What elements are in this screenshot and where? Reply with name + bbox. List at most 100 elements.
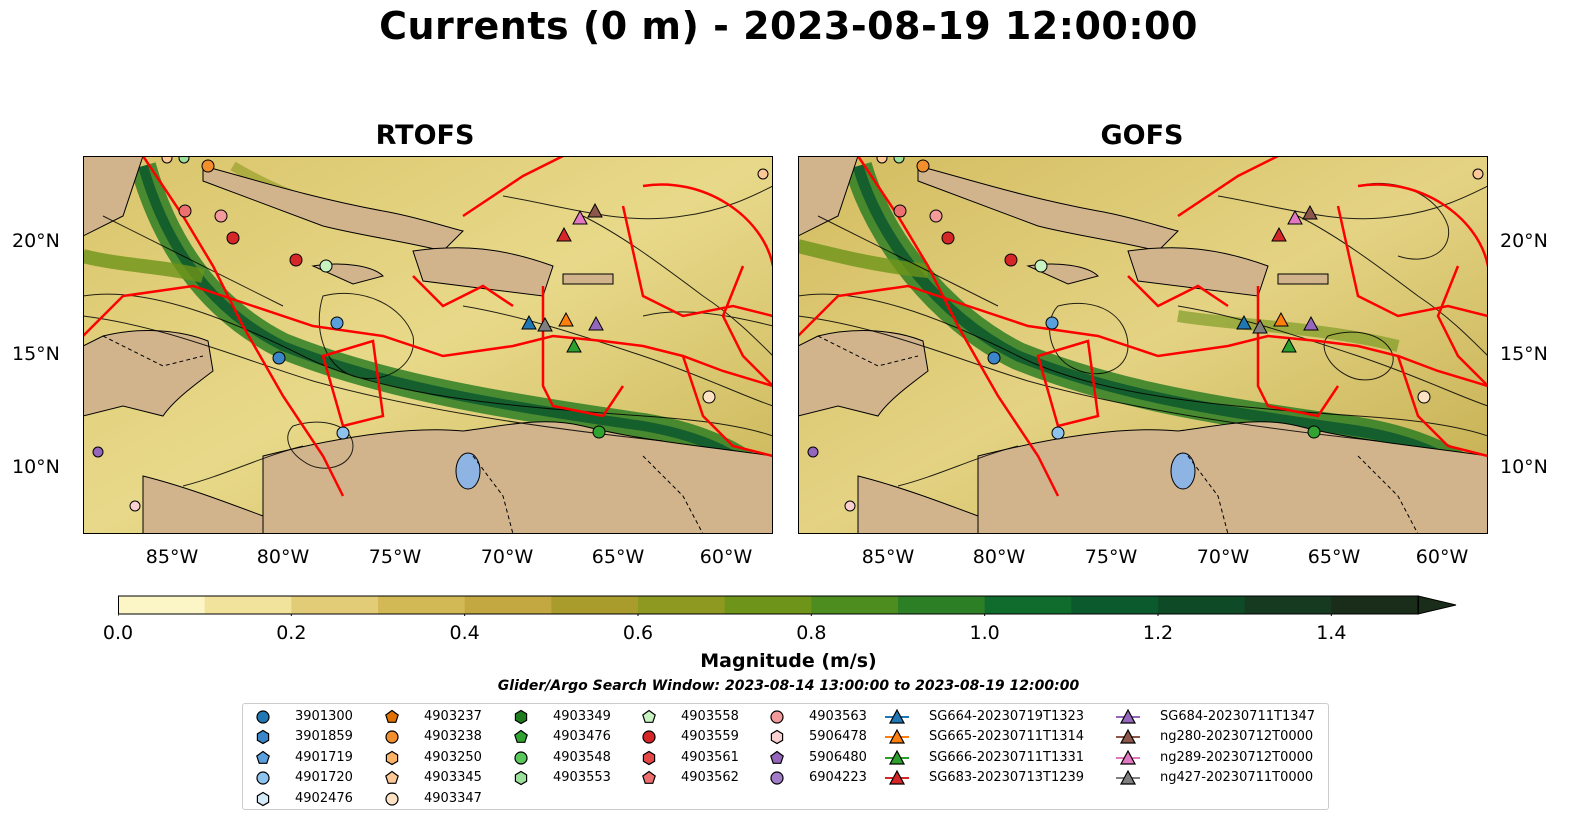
legend-entry-label: SG664-20230719T1323 (929, 709, 1085, 724)
hexagon-marker-icon (514, 770, 528, 786)
legend-entry-label: SG666-20230711T1331 (929, 750, 1085, 765)
map-gofs[interactable] (796, 152, 1497, 535)
lon-label-80w-right: 80°W (972, 546, 1026, 568)
triangle-marker-icon (885, 708, 909, 724)
lake-maracaibo (455, 452, 481, 490)
legend-entry-label: 4903563 (809, 709, 867, 724)
circle-marker-icon (385, 792, 399, 806)
pentagon-marker-icon (770, 750, 784, 764)
colorbar-tick-label: 1.4 (1316, 622, 1347, 644)
lat-label-20n-left: 20°N (12, 230, 60, 252)
legend-entry-label: ng427-20230711T0000 (1160, 770, 1314, 785)
legend-entry-label: ng289-20230712T0000 (1160, 750, 1314, 765)
legend-entry-label: 4901720 (295, 770, 353, 785)
colorbar (118, 595, 1457, 616)
legend-entry-label: 4903237 (424, 709, 482, 724)
central-america-land (797, 330, 929, 417)
colorbar-tick-label: 1.0 (969, 622, 1000, 644)
colorbar-extend-arrow (1417, 595, 1457, 615)
puerto-rico-land (1277, 273, 1329, 285)
map-rtofs-canvas (81, 152, 783, 535)
triangle-marker-icon (885, 769, 909, 785)
lon-label-65w-left: 65°W (591, 546, 645, 568)
current-jet-north (796, 239, 929, 278)
legend-entry-label: ng280-20230712T0000 (1160, 729, 1314, 744)
current-jet-north (81, 249, 205, 283)
lon-label-70w-left: 70°W (480, 546, 534, 568)
hexagon-marker-icon (642, 750, 656, 766)
colorbar-tick-label: 0.4 (449, 622, 480, 644)
lon-label-60w-left: 60°W (699, 546, 753, 568)
hexagon-marker-icon (256, 791, 270, 807)
lon-label-75w-left: 75°W (368, 546, 422, 568)
legend-entry-label: 4903548 (553, 750, 611, 765)
lat-label-15n-right: 15°N (1500, 343, 1548, 365)
colorbar-segment (984, 596, 1072, 614)
pentagon-marker-icon (385, 770, 399, 784)
hexagon-marker-icon (385, 750, 399, 766)
colorbar-segment (291, 596, 379, 614)
legend-entry-label: 3901300 (295, 709, 353, 724)
colorbar-segment (204, 596, 292, 614)
legend-entry-label: 4903250 (424, 750, 482, 765)
lon-label-70w-right: 70°W (1196, 546, 1250, 568)
current-jet-east (1177, 310, 1400, 352)
hexagon-marker-icon (514, 709, 528, 725)
colorbar-segment (464, 596, 552, 614)
colorbar-segment (1158, 596, 1246, 614)
circle-marker-icon (256, 771, 270, 785)
lat-label-20n-right: 20°N (1500, 230, 1548, 252)
panama-land (142, 475, 264, 535)
legend-entry-label: 4903347 (424, 791, 482, 806)
legend-entry-label: 4903561 (681, 750, 739, 765)
colorbar-segment (378, 596, 466, 614)
colorbar-segment (1331, 596, 1419, 614)
south-america-land (262, 421, 774, 535)
panel-title-gofs: GOFS (1100, 120, 1184, 151)
lon-label-85w-right: 85°W (861, 546, 915, 568)
colorbar-label: Magnitude (m/s) (700, 650, 877, 672)
legend-entry-label: 4903476 (553, 729, 611, 744)
colorbar-segment (724, 596, 812, 614)
map-rtofs[interactable] (81, 152, 783, 535)
panel-title-rtofs: RTOFS (375, 120, 475, 151)
triangle-marker-icon (1116, 749, 1140, 765)
hexagon-marker-icon (256, 729, 270, 745)
legend-entry-label: 5906478 (809, 729, 867, 744)
pentagon-marker-icon (642, 770, 656, 784)
colorbar-tick-label: 0.0 (102, 622, 134, 644)
legend-entry-label: 4903345 (424, 770, 482, 785)
search-window-text: Glider/Argo Search Window: 2023-08-14 13… (497, 678, 1080, 694)
circle-marker-icon (770, 771, 784, 785)
legend-entry-label: 3901859 (295, 729, 353, 744)
triangle-marker-icon (1116, 728, 1140, 744)
lon-label-60w-right: 60°W (1415, 546, 1469, 568)
legend-entry-label: 4903562 (681, 770, 739, 785)
lon-label-80w-left: 80°W (256, 546, 310, 568)
land-borders (102, 335, 704, 535)
figure-title: Currents (0 m) - 2023-08-19 12:00:00 (379, 4, 1198, 48)
circle-marker-icon (385, 730, 399, 744)
legend-entry-label: 4903238 (424, 729, 482, 744)
legend-entry-label: 5906480 (809, 750, 867, 765)
lat-label-10n-left: 10°N (12, 456, 60, 478)
pentagon-marker-icon (385, 709, 399, 723)
triangle-marker-icon (1116, 708, 1140, 724)
lake-maracaibo (1170, 452, 1196, 490)
triangle-marker-icon (885, 749, 909, 765)
south-america-land (977, 421, 1489, 535)
colorbar-segment (551, 596, 639, 614)
float-markers (92, 152, 769, 512)
land-borders (817, 335, 1419, 535)
legend-entry-label: 4901719 (295, 750, 353, 765)
pentagon-marker-icon (256, 750, 270, 764)
eez-boundaries (797, 154, 1490, 497)
lon-label-65w-right: 65°W (1307, 546, 1361, 568)
hispaniola-land (1127, 247, 1269, 297)
glider-markers (521, 202, 604, 353)
circle-marker-icon (642, 730, 656, 744)
circle-marker-icon (514, 751, 528, 765)
colorbar-segment (898, 596, 986, 614)
lat-label-15n-left: 15°N (12, 343, 60, 365)
pentagon-marker-icon (514, 729, 528, 743)
